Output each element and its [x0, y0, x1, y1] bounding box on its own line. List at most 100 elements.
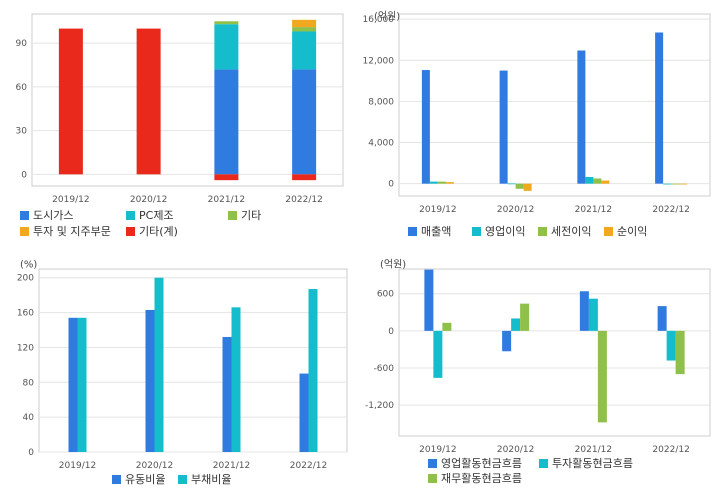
y-tick-label: 16,000	[363, 15, 395, 25]
plot-frame	[398, 13, 711, 197]
bar	[579, 291, 589, 331]
legend-swatch	[604, 227, 613, 236]
y-tick-label: 0	[21, 170, 27, 180]
legend-label: 세전이익	[551, 225, 591, 238]
bar	[154, 277, 164, 452]
plot-frame	[398, 268, 711, 437]
bar	[577, 50, 586, 184]
bar	[222, 336, 232, 452]
legend-label: 기타(계)	[139, 225, 178, 238]
bar	[679, 183, 688, 185]
legend-label: 투자 및 지주부문	[33, 225, 111, 238]
legend-label: 도시가스	[33, 209, 73, 222]
bar	[292, 19, 317, 28]
x-tick-label: 2022/12	[652, 445, 689, 455]
bar	[292, 69, 317, 175]
bar	[523, 183, 532, 191]
y-tick-label: 90	[16, 39, 28, 49]
legend-swatch	[228, 211, 237, 220]
legend-swatch	[20, 211, 29, 220]
bar	[231, 307, 241, 452]
y-tick-label: 0	[388, 327, 394, 337]
y-tick-label: 60	[16, 83, 28, 93]
legend-label: 순이익	[617, 225, 647, 238]
legend-swatch	[428, 459, 437, 468]
bar	[429, 181, 438, 184]
x-tick-label: 2019/12	[59, 461, 96, 471]
legend-swatch	[178, 475, 187, 484]
bar	[299, 373, 309, 452]
chart-3: 0 40 80 120 160 200 (%) 2019/12 2020/12 2021/12 20…	[17, 259, 348, 486]
bar	[145, 309, 155, 452]
bar	[77, 317, 87, 452]
x-tick-label: 2022/12	[652, 205, 689, 215]
legend-label: 재무활동현금흐름	[441, 471, 522, 485]
legend-label: 유동비율	[125, 473, 165, 486]
legend-swatch	[408, 227, 417, 236]
bar	[666, 330, 676, 361]
x-tick-label: 2021/12	[575, 445, 612, 455]
x-tick-label: 2020/12	[497, 445, 534, 455]
bar	[214, 24, 239, 70]
bar	[214, 21, 239, 25]
legend-label: 영업활동현금흐름	[441, 456, 522, 470]
legend-swatch	[20, 227, 29, 236]
chart-1: 0 30 60 90 2019/12 2020/12 2021/12 2022/12 도시가스 P…	[16, 13, 344, 238]
bar	[58, 28, 83, 175]
bar	[292, 174, 317, 181]
x-tick-label: 2020/12	[136, 461, 173, 471]
bar	[511, 318, 521, 331]
unit-label: (%)	[20, 259, 37, 270]
chart-2: 0 4,000 8,000 12,000 16,000(억원) 2019/12 2020/1…	[363, 10, 711, 238]
bar	[214, 69, 239, 175]
legend-label: 기타	[241, 209, 261, 222]
legend-label: 영업이익	[485, 225, 525, 238]
unit-label: (억원)	[374, 10, 400, 22]
bar	[433, 330, 443, 378]
bar	[597, 330, 607, 423]
bar	[675, 330, 685, 375]
x-tick-label: 2019/12	[419, 445, 456, 455]
plot-frame	[38, 268, 348, 453]
bar	[585, 176, 594, 184]
legend-swatch	[472, 227, 481, 236]
bar	[601, 180, 610, 184]
x-tick-label: 2022/12	[290, 461, 327, 471]
bar	[502, 330, 512, 352]
legend-swatch	[126, 227, 135, 236]
bar	[593, 178, 602, 184]
y-tick-label: 8,000	[368, 97, 394, 107]
y-tick-label: 120	[17, 343, 34, 353]
x-tick-label: 2021/12	[213, 461, 250, 471]
bar	[292, 27, 317, 32]
legend-swatch	[539, 459, 548, 468]
x-tick-label: 2019/12	[52, 195, 89, 205]
legend-label: 투자활동현금흐름	[552, 456, 633, 470]
bar	[424, 269, 434, 331]
legend-label: PC제조	[139, 209, 174, 222]
legend-swatch	[538, 227, 547, 236]
x-tick-label: 2020/12	[130, 195, 167, 205]
y-tick-label: -1,200	[365, 401, 394, 411]
x-tick-label: 2021/12	[208, 195, 245, 205]
bar	[515, 183, 524, 189]
x-tick-label: 2019/12	[419, 205, 456, 215]
bar	[442, 322, 452, 331]
unit-label: (억원)	[380, 258, 406, 270]
bar	[421, 70, 430, 184]
y-tick-label: 600	[377, 290, 394, 300]
legend-label: 부채비율	[191, 473, 231, 486]
y-tick-label: 0	[28, 448, 34, 458]
y-tick-label: 30	[16, 127, 28, 137]
bar	[663, 183, 672, 185]
bar	[671, 183, 680, 185]
bar	[655, 32, 664, 184]
bar	[308, 289, 318, 452]
legend-swatch	[112, 475, 121, 484]
bar	[292, 31, 317, 70]
y-tick-label: 12,000	[363, 56, 395, 66]
y-tick-label: 4,000	[368, 139, 394, 149]
bar	[68, 317, 78, 452]
bar	[657, 306, 667, 331]
